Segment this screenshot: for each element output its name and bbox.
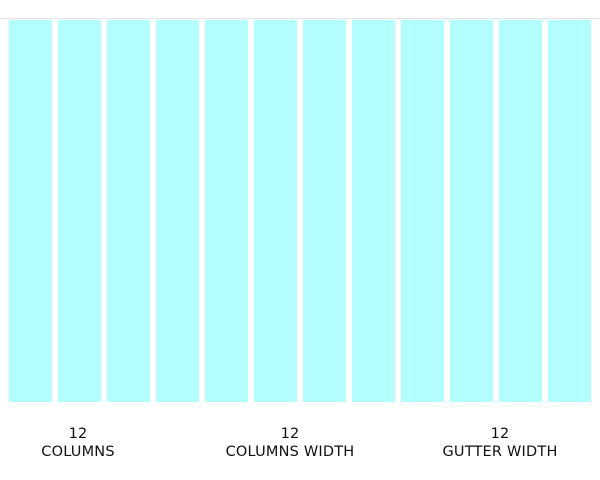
column-grid (9, 20, 592, 402)
grid-column (303, 20, 346, 402)
label-columns-number: 12 (68, 426, 88, 442)
grid-column (254, 20, 297, 402)
grid-column (499, 20, 542, 402)
grid-column (205, 20, 248, 402)
label-columns-width: 12 COLUMNS WIDTH (226, 425, 355, 461)
label-gutter-width-number: 12 (490, 426, 510, 442)
grid-column (9, 20, 52, 402)
grid-column (401, 20, 444, 402)
label-columns-width-text: COLUMNS WIDTH (225, 444, 355, 460)
grid-column (450, 20, 493, 402)
label-gutter-width: 12 GUTTER WIDTH (442, 425, 557, 461)
grid-column (156, 20, 199, 402)
label-gutter-width-text: GUTTER WIDTH (442, 444, 558, 460)
legend-labels: 12 COLUMNS 12 COLUMNS WIDTH 12 GUTTER WI… (0, 425, 600, 475)
grid-column (548, 20, 591, 402)
top-divider (0, 18, 600, 19)
label-columns: 12 COLUMNS (41, 425, 114, 461)
grid-column (107, 20, 150, 402)
label-columns-width-number: 12 (280, 426, 300, 442)
label-columns-text: COLUMNS (41, 444, 115, 460)
grid-column (352, 20, 395, 402)
grid-column (58, 20, 101, 402)
